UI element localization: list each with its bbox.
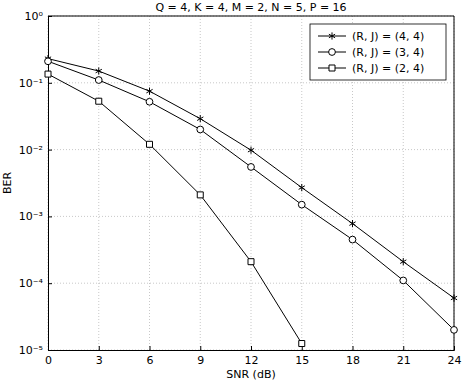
grid-line: [48, 82, 454, 83]
y-axis: 10⁻⁵ 10⁻⁴ 10⁻³ 10⁻² 10⁻¹ 10⁰: [19, 10, 52, 357]
tick: 10⁰: [25, 10, 52, 23]
tick-label: 10⁻⁵: [19, 344, 43, 357]
series-line: [48, 61, 454, 330]
grid: [48, 16, 454, 350]
title: Q = 4, K = 4, M = 2, N = 5, P = 16: [155, 1, 346, 14]
axis-line: [49, 346, 455, 351]
legend-marker: [329, 65, 335, 71]
tick: 10⁻²: [19, 144, 52, 157]
grid-line: [48, 16, 454, 17]
tick-label: 10⁻²: [19, 144, 43, 157]
tick-label: 24: [448, 354, 462, 367]
plot-background: [48, 16, 454, 350]
marker: [349, 220, 355, 227]
legend-item: (R, J) = (2, 4): [318, 62, 424, 75]
marker: [45, 71, 51, 77]
tick-label: 10⁻⁴: [19, 277, 44, 290]
tick: 15: [295, 346, 309, 367]
frame: [48, 16, 454, 17]
tick-label: 9: [197, 354, 204, 367]
legend: (R, J) = (4, 4) (R, J) = (3, 4) (R, J) = (…: [310, 24, 446, 80]
grid-line: [149, 16, 150, 350]
tick-mark: [251, 346, 252, 350]
tick-label: 10⁻¹: [19, 77, 43, 90]
marker: [95, 77, 102, 84]
marker: [299, 184, 305, 191]
marker: [96, 98, 102, 104]
tick-label: 18: [346, 354, 360, 367]
tick: 12: [245, 346, 259, 367]
legend-item: (R, J) = (4, 4): [318, 30, 424, 43]
tick: 10⁻⁴: [19, 277, 52, 290]
tick-mark: [353, 346, 354, 350]
tick-label: 6: [147, 354, 154, 367]
chart: 0 3 6 9 12 15 18 21 24 10⁻⁵ 10⁻⁴ 10⁻³ 10⁻² 10⁻¹ 10⁰ (R,…: [0, 0, 468, 382]
tick-label: 0: [45, 354, 52, 367]
tick-mark: [48, 283, 52, 284]
tick-mark: [48, 216, 52, 217]
tick-label: 10⁻³: [19, 210, 43, 223]
tick-mark: [99, 346, 100, 350]
marker: [96, 67, 102, 74]
tick: 3: [96, 346, 103, 367]
grid-line: [200, 16, 201, 350]
tick: 21: [397, 346, 411, 367]
grid-line: [301, 16, 302, 350]
marker: [248, 164, 255, 171]
marker: [451, 327, 458, 334]
marker: [400, 277, 407, 284]
tick: 9: [197, 346, 204, 367]
tick-label: 12: [245, 354, 259, 367]
marker: [197, 192, 203, 198]
marker: [248, 147, 254, 154]
lines: [48, 59, 454, 344]
tick: 6: [147, 346, 154, 367]
marker: [197, 115, 203, 122]
marker: [299, 341, 305, 347]
tick-mark: [48, 83, 52, 84]
tick-mark: [200, 346, 201, 350]
marker: [45, 58, 52, 65]
legend-label: (R, J) = (3, 4): [352, 46, 424, 59]
marker: [400, 258, 406, 265]
y-axis-title: BER: [1, 172, 14, 194]
x-axis-title: SNR (dB): [226, 368, 275, 381]
marker: [248, 259, 254, 265]
marker: [147, 141, 153, 147]
tick-label: 10⁰: [25, 10, 44, 23]
tick: 10⁻³: [19, 210, 52, 223]
tick-label: 3: [96, 354, 103, 367]
legend-marker: [329, 32, 335, 39]
tick: 18: [346, 346, 360, 367]
tick-label: 15: [295, 354, 309, 367]
axis-line: [49, 17, 53, 351]
markers: [45, 55, 458, 346]
marker: [451, 294, 457, 301]
tick-label: 21: [397, 354, 411, 367]
legend-label: (R, J) = (2, 4): [352, 62, 424, 75]
tick-mark: [48, 150, 52, 151]
tick-mark: [150, 346, 151, 350]
tick: 10⁻¹: [19, 77, 52, 90]
grid-line: [48, 216, 454, 217]
grid-line: [98, 16, 99, 350]
tick-mark: [403, 346, 404, 350]
tick: 10⁻⁵: [19, 344, 52, 357]
marker: [298, 201, 305, 208]
legend-label: (R, J) = (4, 4): [352, 30, 424, 43]
marker: [146, 98, 153, 105]
tick-mark: [48, 350, 52, 351]
x-axis: 0 3 6 9 12 15 18 21 24: [45, 346, 462, 367]
legend-box: [310, 24, 446, 80]
marker: [146, 88, 152, 95]
grid-line: [48, 283, 454, 284]
marker: [197, 126, 204, 133]
series-line: [48, 74, 302, 343]
grid-line: [251, 16, 252, 350]
marker: [349, 236, 356, 243]
legend-marker: [329, 49, 336, 56]
series-line: [48, 59, 454, 298]
legend-item: (R, J) = (3, 4): [318, 46, 424, 59]
plot: 0 3 6 9 12 15 18 21 24 10⁻⁵ 10⁻⁴ 10⁻³ 10⁻² 10⁻¹ 10⁰ (R,…: [19, 10, 462, 367]
